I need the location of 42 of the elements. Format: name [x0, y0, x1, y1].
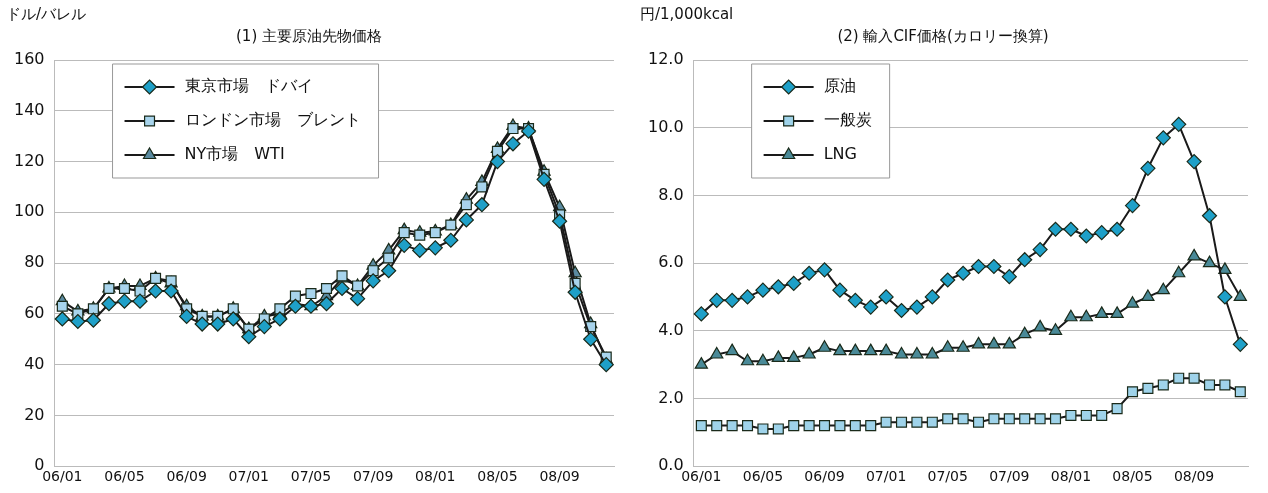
legend-label: ロンドン市場 ブレント — [184, 110, 361, 130]
y-tick-label: 80 — [24, 252, 45, 272]
x-tick-label: 06/09 — [166, 468, 207, 485]
x-tick-label: 08/05 — [477, 468, 518, 485]
chart-title: (1) 主要原油先物価格 — [235, 26, 383, 45]
x-tick-label: 07/01 — [228, 468, 269, 485]
legend-label: 東京市場 ドバイ — [184, 76, 313, 96]
x-tick-label: 06/01 — [42, 468, 83, 485]
x-tick-label: 06/09 — [804, 468, 845, 485]
y-tick-label: 12.0 — [648, 49, 684, 69]
x-tick-label: 08/01 — [1050, 468, 1092, 485]
x-tick-label: 06/05 — [742, 468, 784, 485]
y-tick-label: 10.0 — [648, 116, 684, 136]
x-tick-label: 07/09 — [352, 468, 394, 485]
legend-label: LNG — [823, 144, 857, 164]
x-tick-label: 08/05 — [1112, 468, 1153, 485]
x-tick-label: 07/09 — [989, 468, 1030, 485]
y-tick-label: 6.0 — [658, 252, 684, 272]
chart-title: (2) 輸入CIF価格(カロリー換算) — [837, 26, 1049, 45]
y-tick-label: 2.0 — [658, 387, 684, 407]
y-tick-label: 4.0 — [658, 319, 684, 339]
y-axis-title: 円/1,000kcal — [640, 5, 734, 24]
y-tick-label: 120 — [13, 150, 45, 170]
x-tick-label: 08/09 — [539, 468, 580, 485]
y-tick-label: 20 — [24, 404, 45, 424]
x-tick-label: 08/01 — [415, 468, 456, 485]
legend-label: NY市場 WTI — [184, 144, 285, 164]
y-axis-title: ドル/バレル — [6, 5, 87, 24]
x-tick-label: 07/05 — [927, 468, 968, 485]
y-tick-label: 160 — [13, 49, 45, 69]
x-tick-label: 06/01 — [681, 468, 722, 485]
y-tick-label: 100 — [13, 201, 45, 221]
x-tick-label: 08/09 — [1173, 468, 1215, 485]
x-tick-label: 07/01 — [865, 468, 907, 485]
legend-label: 原油 — [823, 76, 856, 96]
x-tick-label: 07/05 — [290, 468, 332, 485]
legend-label: 一般炭 — [823, 110, 872, 130]
y-tick-label: 8.0 — [658, 184, 684, 204]
y-tick-label: 40 — [24, 353, 45, 373]
x-tick-label: 06/05 — [104, 468, 145, 485]
y-tick-label: 60 — [24, 303, 45, 323]
y-tick-label: 140 — [13, 99, 45, 119]
